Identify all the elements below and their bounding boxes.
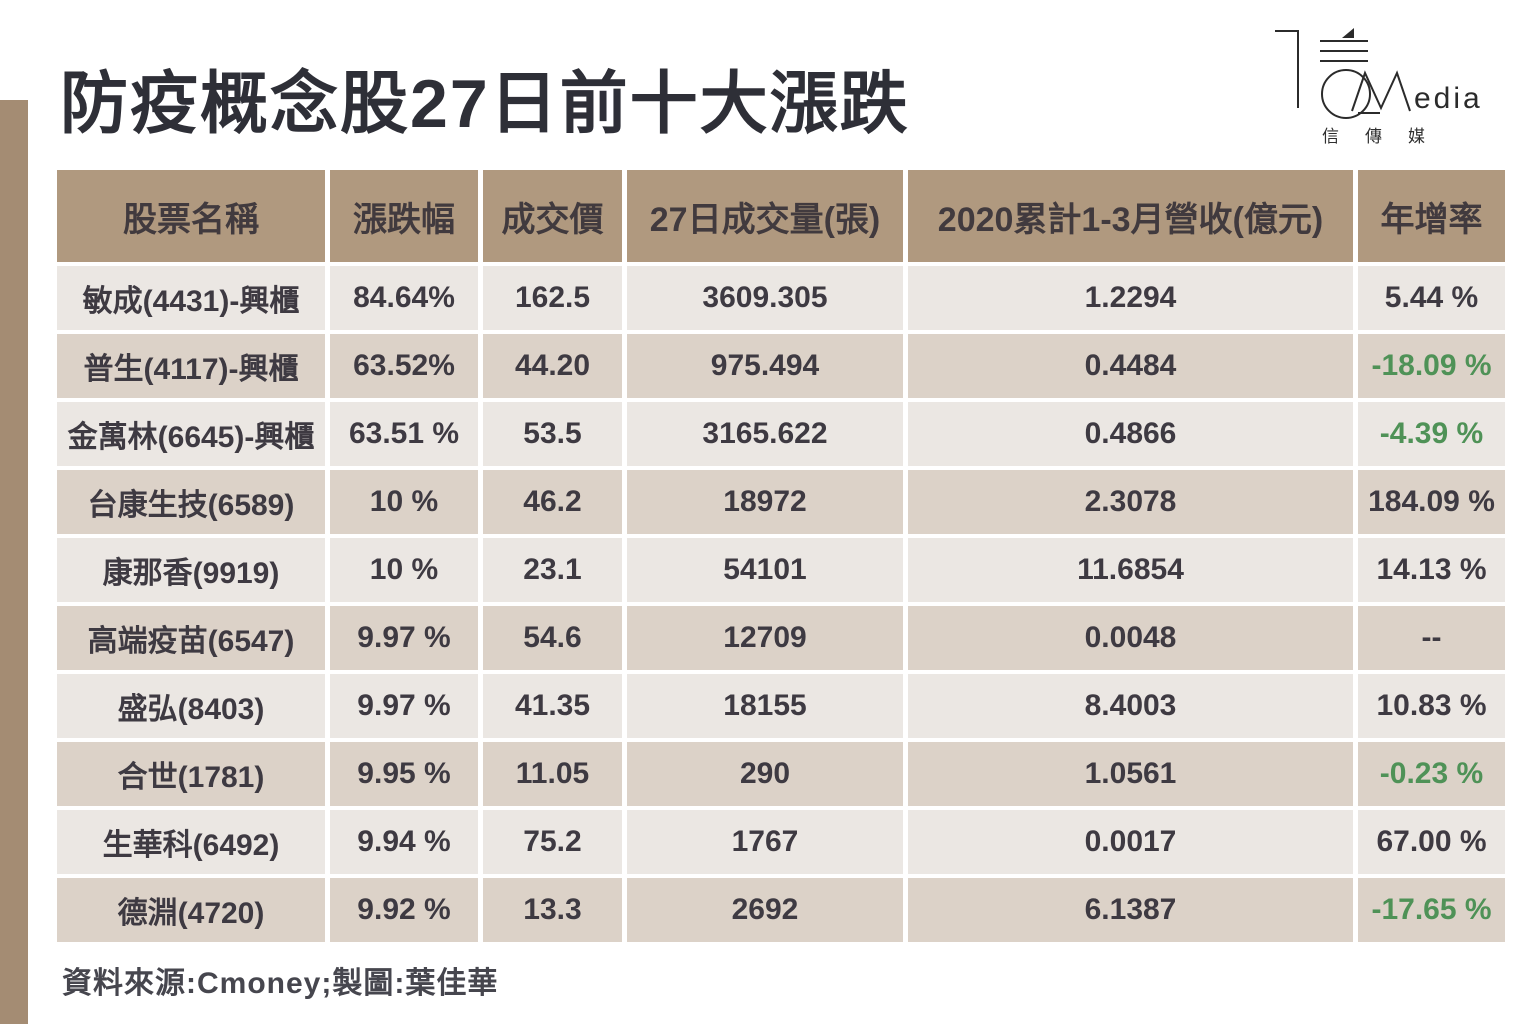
volume-cell: 3609.305 — [627, 266, 903, 330]
price-cell: 23.1 — [483, 538, 622, 602]
volume-cell: 12709 — [627, 606, 903, 670]
stock-table: 股票名稱 漲跌幅 成交價 27日成交量(張) 2020累計1-3月營收(億元) 年增率敏成… — [57, 170, 1505, 942]
decorative-side-strip — [0, 100, 28, 1024]
price-cell: 75.2 — [483, 810, 622, 874]
yoy-cell: -4.39 % — [1358, 402, 1505, 466]
yoy-cell: 14.13 % — [1358, 538, 1505, 602]
price-cell: 13.3 — [483, 878, 622, 942]
column-header-revenue: 2020累計1-3月營收(億元) — [908, 170, 1353, 262]
volume-cell: 54101 — [627, 538, 903, 602]
price-cell: 46.2 — [483, 470, 622, 534]
yoy-cell: -0.23 % — [1358, 742, 1505, 806]
logo-subtitle-text: 信傳媒 — [1322, 127, 1451, 147]
volume-cell: 975.494 — [627, 334, 903, 398]
stock-name-cell: 德淵(4720) — [57, 878, 325, 942]
stock-name-cell: 台康生技(6589) — [57, 470, 325, 534]
stock-name-cell: 普生(4117)-興櫃 — [57, 334, 325, 398]
change-pct-cell: 63.51 % — [330, 402, 478, 466]
yoy-cell: 10.83 % — [1358, 674, 1505, 738]
page-title: 防疫概念股27日前十大漲跌 — [60, 66, 910, 142]
change-pct-cell: 9.97 % — [330, 606, 478, 670]
stock-name-cell: 生華科(6492) — [57, 810, 325, 874]
change-pct-cell: 9.92 % — [330, 878, 478, 942]
stock-name-cell: 康那香(9919) — [57, 538, 325, 602]
volume-cell: 18155 — [627, 674, 903, 738]
change-pct-cell: 9.94 % — [330, 810, 478, 874]
revenue-cell: 11.6854 — [908, 538, 1353, 602]
source-note: 資料來源:Cmoney;製圖:葉佳華 — [62, 967, 499, 1000]
stock-name-cell: 盛弘(8403) — [57, 674, 325, 738]
revenue-cell: 0.4866 — [908, 402, 1353, 466]
price-cell: 11.05 — [483, 742, 622, 806]
price-cell: 162.5 — [483, 266, 622, 330]
change-pct-cell: 10 % — [330, 470, 478, 534]
revenue-cell: 2.3078 — [908, 470, 1353, 534]
column-header-yoy: 年增率 — [1358, 170, 1505, 262]
revenue-cell: 1.2294 — [908, 266, 1353, 330]
revenue-cell: 0.0048 — [908, 606, 1353, 670]
price-cell: 41.35 — [483, 674, 622, 738]
yoy-cell: -- — [1358, 606, 1505, 670]
volume-cell: 1767 — [627, 810, 903, 874]
column-header-price: 成交價 — [483, 170, 622, 262]
change-pct-cell: 63.52% — [330, 334, 478, 398]
yoy-cell: 67.00 % — [1358, 810, 1505, 874]
logo-brand-rest-text: edia — [1414, 82, 1483, 115]
column-header-volume: 27日成交量(張) — [627, 170, 903, 262]
yoy-cell: 184.09 % — [1358, 470, 1505, 534]
stock-name-cell: 金萬林(6645)-興櫃 — [57, 402, 325, 466]
price-cell: 54.6 — [483, 606, 622, 670]
change-pct-cell: 84.64% — [330, 266, 478, 330]
revenue-cell: 8.4003 — [908, 674, 1353, 738]
price-cell: 53.5 — [483, 402, 622, 466]
revenue-cell: 6.1387 — [908, 878, 1353, 942]
price-cell: 44.20 — [483, 334, 622, 398]
stock-name-cell: 合世(1781) — [57, 742, 325, 806]
revenue-cell: 1.0561 — [908, 742, 1353, 806]
revenue-cell: 0.0017 — [908, 810, 1353, 874]
cmedia-logo-graphic: edia 信傳媒 — [1275, 28, 1483, 147]
volume-cell: 3165.622 — [627, 402, 903, 466]
revenue-cell: 0.4484 — [908, 334, 1353, 398]
volume-cell: 18972 — [627, 470, 903, 534]
change-pct-cell: 9.95 % — [330, 742, 478, 806]
stock-name-cell: 高端疫苗(6547) — [57, 606, 325, 670]
column-header-stock-name: 股票名稱 — [57, 170, 325, 262]
volume-cell: 2692 — [627, 878, 903, 942]
yoy-cell: 5.44 % — [1358, 266, 1505, 330]
yoy-cell: -17.65 % — [1358, 878, 1505, 942]
cmedia-logo: edia 信傳媒 — [1262, 16, 1497, 151]
volume-cell: 290 — [627, 742, 903, 806]
change-pct-cell: 10 % — [330, 538, 478, 602]
stock-name-cell: 敏成(4431)-興櫃 — [57, 266, 325, 330]
column-header-change-pct: 漲跌幅 — [330, 170, 478, 262]
yoy-cell: -18.09 % — [1358, 334, 1505, 398]
change-pct-cell: 9.97 % — [330, 674, 478, 738]
